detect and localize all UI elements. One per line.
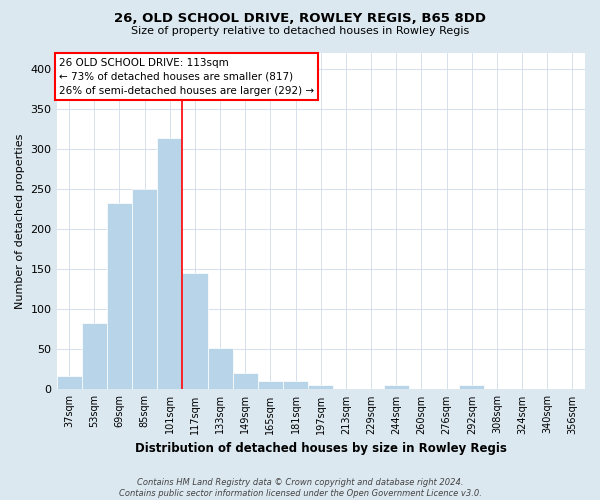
Text: Size of property relative to detached houses in Rowley Regis: Size of property relative to detached ho… [131, 26, 469, 36]
Bar [459, 386, 484, 390]
Bar [82, 323, 107, 390]
Bar [132, 189, 157, 390]
Bar [383, 386, 409, 390]
Bar [56, 376, 82, 390]
Bar [182, 273, 208, 390]
Bar [258, 382, 283, 390]
Bar [233, 372, 258, 390]
Text: 26 OLD SCHOOL DRIVE: 113sqm
← 73% of detached houses are smaller (817)
26% of se: 26 OLD SCHOOL DRIVE: 113sqm ← 73% of det… [59, 58, 314, 96]
Bar [308, 386, 334, 390]
X-axis label: Distribution of detached houses by size in Rowley Regis: Distribution of detached houses by size … [135, 442, 507, 455]
Text: 26, OLD SCHOOL DRIVE, ROWLEY REGIS, B65 8DD: 26, OLD SCHOOL DRIVE, ROWLEY REGIS, B65 … [114, 12, 486, 26]
Y-axis label: Number of detached properties: Number of detached properties [15, 134, 25, 308]
Bar [157, 138, 182, 390]
Bar [107, 204, 132, 390]
Bar [283, 382, 308, 390]
Text: Contains HM Land Registry data © Crown copyright and database right 2024.
Contai: Contains HM Land Registry data © Crown c… [119, 478, 481, 498]
Bar [208, 348, 233, 390]
